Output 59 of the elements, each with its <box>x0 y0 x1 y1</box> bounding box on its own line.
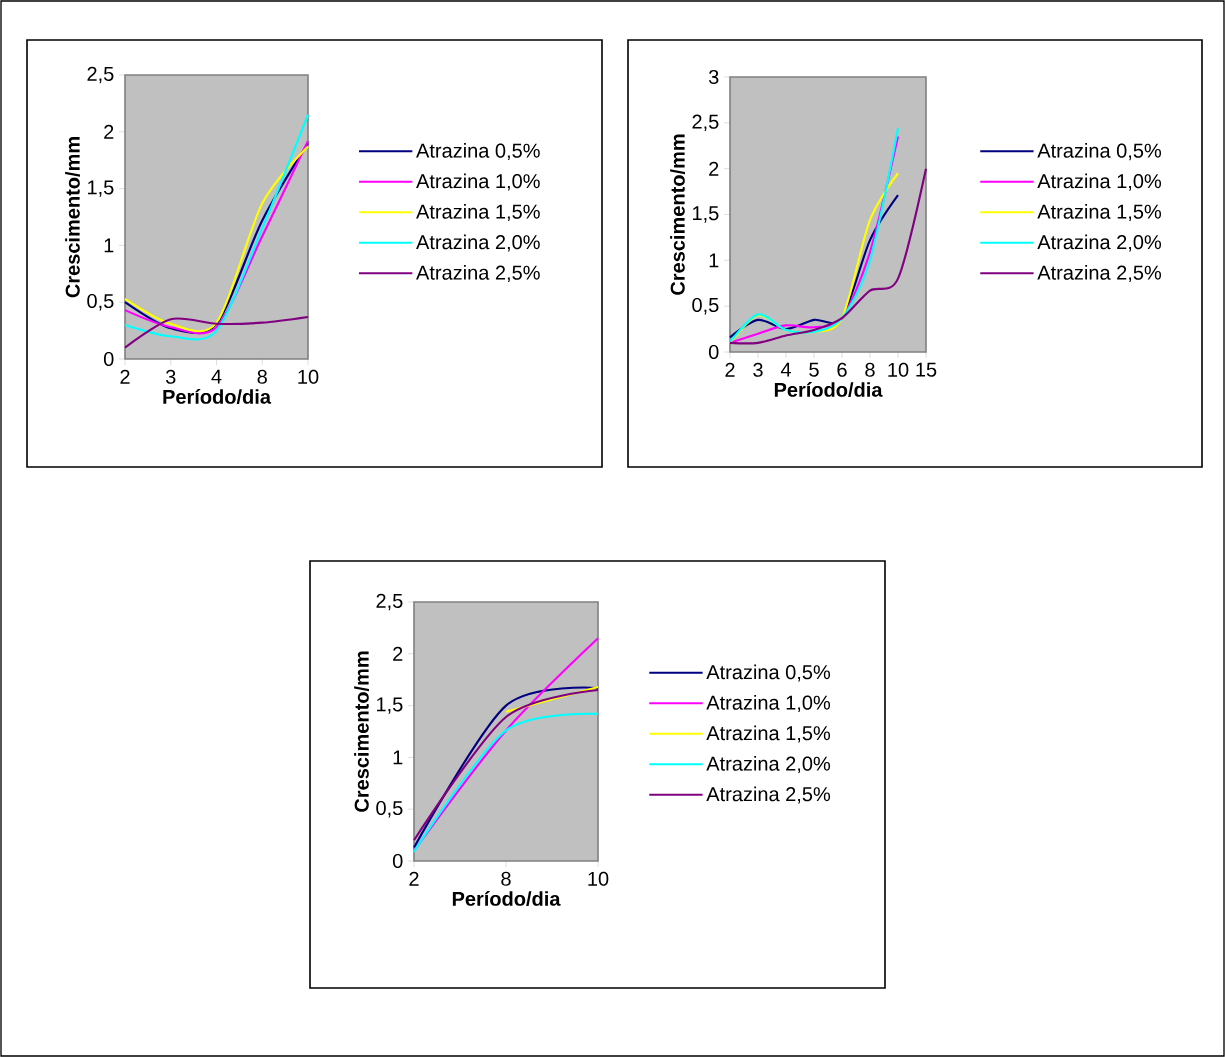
y-tick-label: 1,5 <box>693 206 719 223</box>
legend-label: Atrazina 1,5% <box>706 725 831 743</box>
legend-label: Atrazina 0,5% <box>1037 143 1162 161</box>
y-tick-label: 0 <box>708 344 719 360</box>
y-tick-label: 2,5 <box>376 593 403 611</box>
y-tick-label: 0 <box>392 853 403 869</box>
legend-label: Atrazina 1,5% <box>416 204 540 222</box>
line-series <box>728 194 900 339</box>
y-axis-title: Crescimento/mm <box>670 134 685 295</box>
x-tick-label: 3 <box>165 369 176 384</box>
legend-label: Atrazina 2,5% <box>706 786 831 804</box>
legend-label: Atrazina 2,5% <box>416 265 540 283</box>
legend-label: Atrazina 1,0% <box>416 173 540 191</box>
legend-label: Atrazina 2,0% <box>706 756 831 774</box>
legend-label: Atrazina 1,5% <box>1037 204 1162 222</box>
x-tick-label: 10 <box>588 871 609 886</box>
y-tick-label: 0,5 <box>376 800 403 818</box>
x-tick-label: 2 <box>120 369 130 384</box>
line-series <box>728 167 928 345</box>
x-tick-label: 4 <box>780 362 791 377</box>
y-tick-label: 0,5 <box>692 297 719 315</box>
y-tick-label: 1 <box>104 238 114 253</box>
legend-label: Atrazina 1,0% <box>706 695 831 713</box>
x-tick-label: 5 <box>809 362 819 377</box>
x-tick-label: 8 <box>501 871 511 886</box>
x-tick-label: 2 <box>409 871 419 886</box>
x-tick-label: 2 <box>725 362 735 377</box>
legend-label: Atrazina 0,5% <box>706 664 831 682</box>
legend-label: Atrazina 1,0% <box>1037 173 1162 191</box>
x-tick-label: 8 <box>865 362 875 377</box>
y-axis-title: Crescimento/mm <box>354 651 369 812</box>
y-axis-title: Crescimento/mm <box>65 137 80 298</box>
y-tick-label: 2,5 <box>87 66 114 84</box>
y-tick-label: 0 <box>103 351 114 367</box>
y-tick-label: 2 <box>393 646 403 661</box>
y-tick-label: 1 <box>709 253 719 268</box>
y-tick-label: 2,5 <box>692 114 719 132</box>
x-tick-label: 10 <box>888 362 909 377</box>
x-tick-label: 8 <box>257 369 267 384</box>
x-tick-label: 4 <box>211 369 222 384</box>
y-tick-label: 0,5 <box>87 293 114 311</box>
legend-label: Atrazina 2,0% <box>416 234 540 252</box>
x-tick-label: 15 <box>916 362 937 377</box>
x-tick-label: 6 <box>837 362 847 377</box>
y-tick-label: 1,5 <box>88 180 114 197</box>
x-axis-title: Período/dia <box>163 389 272 405</box>
y-tick-label: 2 <box>104 124 114 139</box>
y-tick-label: 1,5 <box>377 697 403 714</box>
y-tick-label: 3 <box>708 69 719 85</box>
legend-label: Atrazina 2,0% <box>1037 234 1162 252</box>
line-series <box>123 315 310 349</box>
x-tick-label: 3 <box>753 362 763 377</box>
x-tick-label: 10 <box>298 369 319 384</box>
x-axis-title: Período/dia <box>774 382 883 398</box>
legend-label: Atrazina 2,5% <box>1037 265 1162 283</box>
x-axis-title: Período/dia <box>452 891 561 907</box>
y-tick-label: 2 <box>709 161 719 176</box>
legend-label: Atrazina 0,5% <box>416 143 540 161</box>
y-tick-label: 1 <box>393 750 403 765</box>
